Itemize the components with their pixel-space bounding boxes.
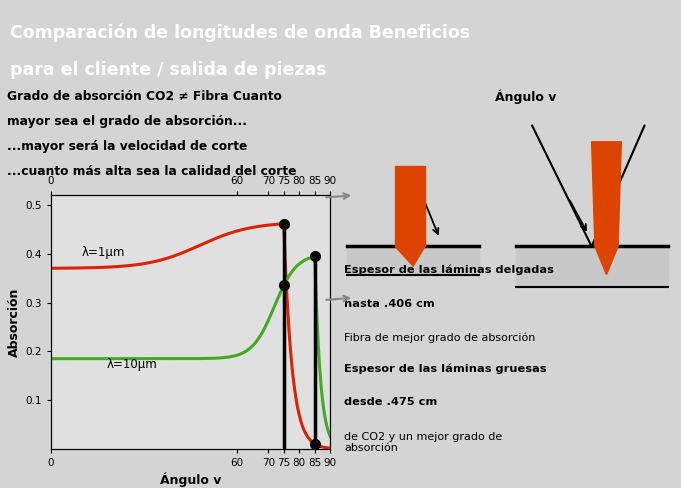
Bar	[347, 246, 479, 275]
X-axis label: Ángulo v: Ángulo v	[160, 472, 221, 487]
Text: Espesor de las láminas gruesas: Espesor de las láminas gruesas	[344, 363, 546, 374]
Text: ...cuanto más alta sea la calidad del corte: ...cuanto más alta sea la calidad del co…	[7, 165, 296, 178]
Text: Ángulo v: Ángulo v	[495, 89, 556, 104]
Polygon shape	[592, 142, 621, 246]
Text: de CO2 y un mejor grado de
absorción: de CO2 y un mejor grado de absorción	[344, 432, 502, 453]
Text: Fibra de mejor grado de absorción: Fibra de mejor grado de absorción	[344, 333, 535, 344]
Polygon shape	[595, 246, 618, 275]
Text: desde .475 cm: desde .475 cm	[344, 397, 437, 407]
Text: λ=10μm: λ=10μm	[107, 359, 158, 371]
Polygon shape	[395, 246, 425, 266]
Bar	[516, 246, 667, 287]
Text: mayor sea el grado de absorción...: mayor sea el grado de absorción...	[7, 115, 247, 128]
Text: Grado de absorción CO2 ≠ Fibra Cuanto: Grado de absorción CO2 ≠ Fibra Cuanto	[7, 90, 282, 103]
Text: hasta .406 cm: hasta .406 cm	[344, 299, 434, 309]
Text: para el cliente / salida de piezas: para el cliente / salida de piezas	[10, 61, 327, 80]
Y-axis label: Absorción: Absorción	[8, 287, 21, 357]
Bar	[395, 166, 425, 246]
Text: Comparación de longitudes de onda Beneficios: Comparación de longitudes de onda Benefi…	[10, 24, 471, 42]
Text: ...mayor será la velocidad de corte: ...mayor será la velocidad de corte	[7, 141, 247, 153]
Text: λ=1μm: λ=1μm	[82, 246, 125, 259]
Text: Espesor de las láminas delgadas: Espesor de las láminas delgadas	[344, 264, 554, 275]
